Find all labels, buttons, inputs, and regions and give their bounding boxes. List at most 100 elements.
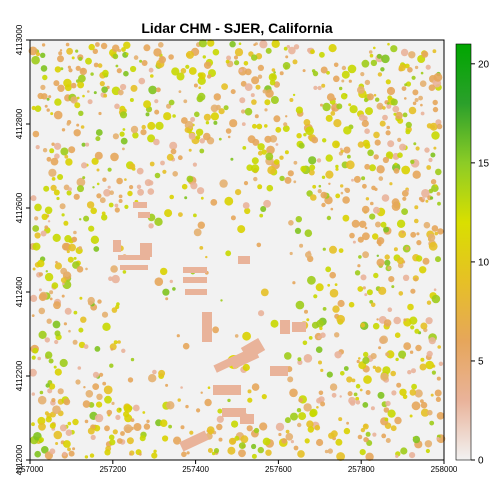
canopy-patch [258,65,264,71]
canopy-patch [385,254,390,259]
canopy-patch [41,231,47,237]
canopy-patch [336,315,345,324]
canopy-patch [165,297,168,300]
canopy-patch [420,323,427,330]
canopy-patch [416,240,421,245]
canopy-patch [123,270,127,274]
x-axis: 257000 257200 257400 257600 257800 258000 [17,460,458,474]
canopy-patch [204,399,211,406]
canopy-patch [63,440,71,448]
canopy-patch [251,76,259,84]
canopy-patch [332,141,340,149]
canopy-patch [153,450,156,453]
canopy-patch [153,139,160,146]
canopy-patch [102,382,106,386]
canopy-patch [426,449,430,453]
canopy-patch [49,383,55,389]
canopy-patch [193,163,197,167]
canopy-patch [271,96,279,104]
canopy-patch [83,386,85,388]
canopy-patch [97,169,100,172]
canopy-patch [403,318,406,321]
canopy-patch [235,334,239,338]
canopy-patch [101,86,108,93]
canopy-patch [391,99,398,106]
canopy-patch [432,225,439,232]
canopy-patch [36,145,40,149]
canopy-patch [415,98,419,102]
canopy-patch [289,98,293,102]
canopy-patch [73,231,77,235]
canopy-patch [107,410,113,416]
canopy-patch [321,84,325,88]
canopy-patch [322,176,325,179]
building-footprint [292,322,306,332]
canopy-patch [39,288,42,291]
canopy-patch [97,299,101,303]
canopy-patch [410,232,416,238]
canopy-patch [289,389,298,398]
canopy-patch [96,402,102,408]
canopy-patch [287,376,293,382]
colorbar-tick-label: 0 [478,456,484,467]
colorbar-gradient [456,44,471,460]
canopy-patch [146,112,150,116]
canopy-patch [121,138,128,145]
canopy-patch [179,90,182,93]
canopy-patch [243,364,250,371]
canopy-patch [341,80,344,83]
canopy-patch [327,93,335,101]
canopy-patch [148,180,153,185]
canopy-patch [87,90,90,93]
canopy-patch [416,232,419,235]
canopy-patch [427,123,432,128]
canopy-patch [33,131,40,138]
building-footprint [270,366,288,376]
canopy-patch [76,66,81,71]
canopy-patch [251,99,257,105]
canopy-patch [316,439,323,446]
canopy-patch [160,419,168,427]
canopy-patch [329,246,337,254]
canopy-patch [303,341,308,346]
canopy-patch [435,256,441,262]
canopy-patch [95,414,103,422]
canopy-patch [274,159,280,165]
canopy-patch [162,435,168,441]
canopy-patch [377,255,379,257]
canopy-patch [266,48,272,54]
canopy-patch [168,425,172,429]
canopy-patch [50,112,53,115]
canopy-patch [398,351,406,359]
canopy-patch [239,42,242,45]
canopy-patch [32,348,38,354]
canopy-patch [377,259,385,267]
canopy-patch [54,431,63,440]
canopy-patch [77,81,84,88]
canopy-patch [67,447,71,451]
canopy-patch [341,192,344,195]
canopy-patch [363,437,368,442]
canopy-patch [402,86,407,91]
canopy-patch [263,200,271,208]
canopy-patch [303,403,311,411]
canopy-patch [393,317,401,325]
canopy-patch [124,424,133,433]
canopy-patch [399,64,406,71]
canopy-patch [54,340,58,344]
canopy-patch [430,196,433,199]
canopy-patch [114,104,120,110]
canopy-patch [439,362,443,366]
canopy-patch [325,450,329,454]
canopy-patch [325,171,333,179]
canopy-patch [286,433,294,441]
canopy-patch [77,185,84,192]
canopy-patch [317,158,321,162]
canopy-patch [39,331,47,339]
canopy-patch [421,112,425,116]
canopy-patch [315,425,321,431]
canopy-patch [410,160,414,164]
canopy-patch [285,177,292,184]
canopy-patch [413,437,415,439]
canopy-patch [140,435,146,441]
